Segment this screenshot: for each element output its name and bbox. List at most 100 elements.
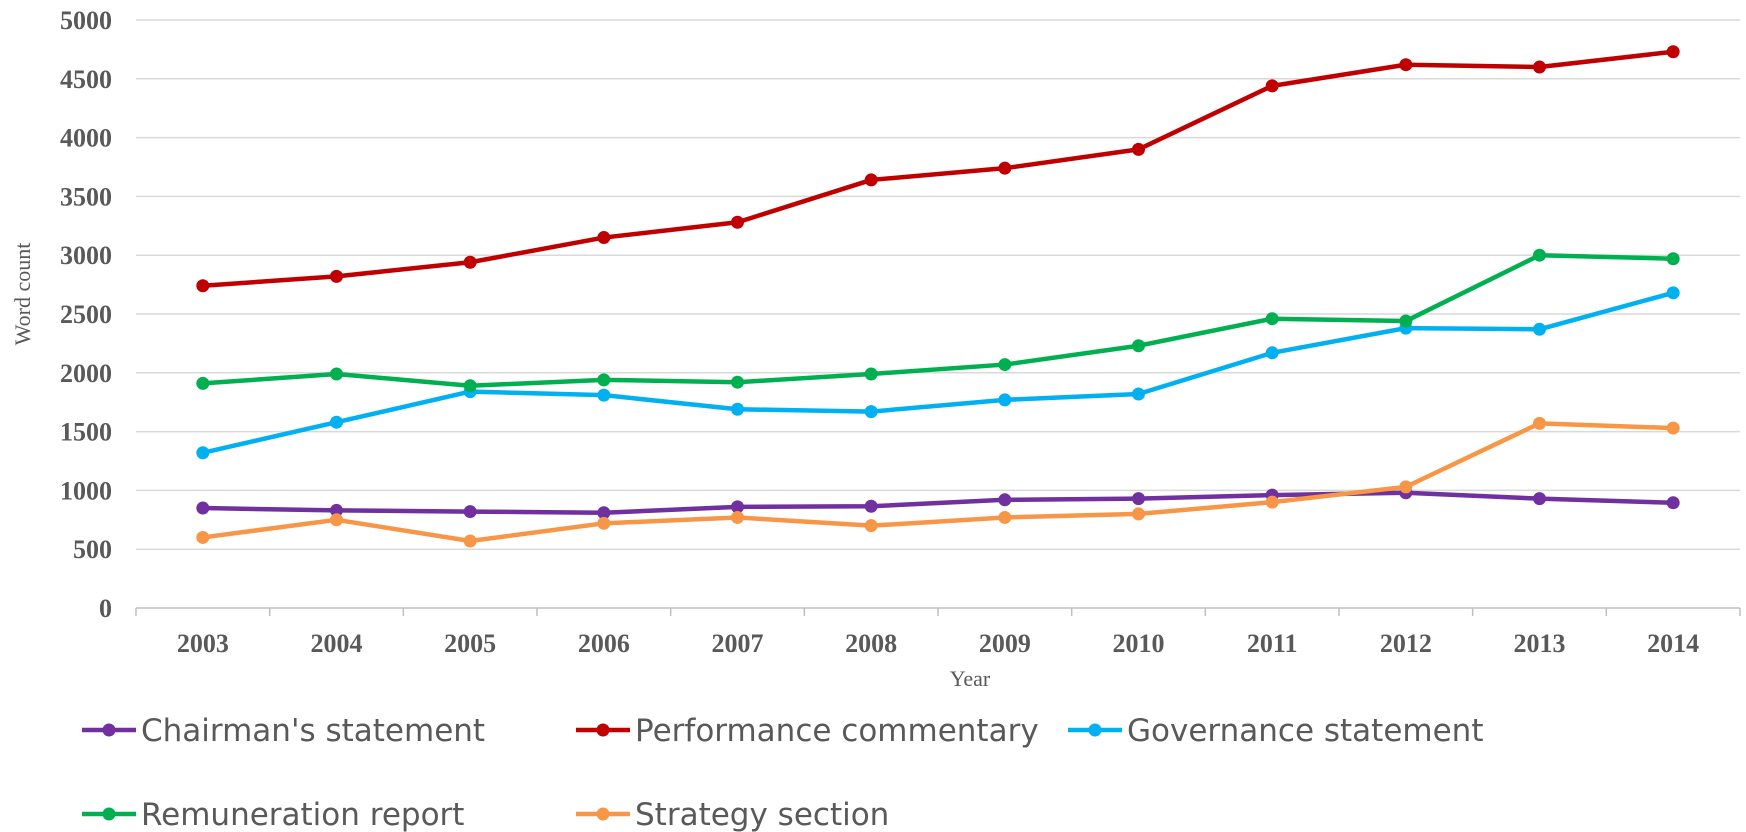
data-point-strategy-section — [597, 516, 611, 530]
data-point-remuneration-report — [1132, 339, 1145, 353]
series-line-chairman-s-statement — [202, 490, 1674, 515]
data-point-performance-commentary — [1265, 79, 1279, 93]
data-point-strategy-section — [864, 519, 878, 533]
data-point-chairman-s-statement — [731, 500, 744, 514]
x-tick-label: 2007 — [712, 629, 764, 658]
series-remuneration-report — [196, 248, 1680, 393]
data-point-strategy-section — [196, 530, 210, 544]
data-point-governance-statement — [330, 415, 343, 429]
data-point-performance-commentary — [1399, 58, 1413, 72]
series-line-strategy-section — [202, 421, 1674, 544]
y-tick-label: 1500 — [60, 418, 112, 447]
legend-marker — [596, 723, 610, 737]
data-point-performance-commentary — [731, 215, 744, 229]
data-point-remuneration-report — [330, 367, 343, 381]
y-tick-label: 3000 — [60, 241, 112, 270]
data-point-chairman-s-statement — [998, 493, 1012, 507]
x-tick-label: 2014 — [1647, 629, 1699, 658]
data-point-strategy-section — [330, 513, 343, 527]
y-tick-label: 1000 — [60, 476, 112, 505]
legend-label: Chairman's statement — [141, 713, 485, 749]
data-point-strategy-section — [1666, 421, 1680, 435]
y-tick-label: 2000 — [60, 359, 112, 388]
data-point-performance-commentary — [330, 269, 343, 283]
data-point-remuneration-report — [1265, 312, 1279, 326]
legend-label: Governance statement — [1127, 713, 1483, 749]
x-tick-label: 2005 — [444, 629, 496, 658]
legend-item-strategy-section: Strategy section — [576, 797, 889, 832]
x-tick-label: 2012 — [1380, 629, 1432, 658]
legend-marker — [1088, 723, 1102, 737]
data-point-performance-commentary — [597, 231, 611, 245]
y-tick-label: 5000 — [60, 6, 112, 35]
series-strategy-section — [196, 416, 1680, 548]
data-point-performance-commentary — [998, 161, 1012, 175]
series-performance-commentary — [196, 45, 1680, 293]
x-tick-label: 2006 — [578, 629, 630, 658]
data-point-strategy-section — [1265, 495, 1279, 509]
legend-label: Performance commentary — [635, 713, 1039, 749]
data-point-strategy-section — [998, 510, 1012, 524]
data-point-governance-statement — [1533, 322, 1546, 336]
series-lines — [196, 45, 1680, 548]
data-point-strategy-section — [731, 510, 744, 524]
data-point-governance-statement — [597, 388, 611, 402]
x-tick-label: 2011 — [1247, 629, 1298, 658]
data-point-remuneration-report — [196, 376, 210, 390]
y-tick-label: 4500 — [60, 65, 112, 94]
legend-item-chairman-s-statement: Chairman's statement — [82, 713, 485, 749]
data-point-chairman-s-statement — [1132, 492, 1145, 506]
data-point-governance-statement — [998, 393, 1012, 407]
data-point-remuneration-report — [597, 373, 611, 387]
data-point-governance-statement — [1265, 346, 1279, 360]
legend-label: Remuneration report — [141, 797, 464, 832]
legend-marker — [596, 807, 610, 821]
data-point-remuneration-report — [1533, 248, 1546, 262]
data-point-performance-commentary — [1132, 142, 1145, 156]
data-point-governance-statement — [864, 405, 878, 419]
x-tick-label: 2004 — [311, 629, 363, 658]
x-tick-label: 2009 — [979, 629, 1031, 658]
data-point-remuneration-report — [1666, 252, 1680, 266]
y-axis-title: Word count — [10, 243, 35, 346]
data-point-remuneration-report — [463, 379, 477, 393]
data-point-strategy-section — [1533, 416, 1546, 430]
x-tick-label: 2003 — [177, 629, 229, 658]
data-point-governance-statement — [1132, 387, 1145, 401]
data-point-remuneration-report — [864, 367, 878, 381]
x-tick-label: 2008 — [845, 629, 897, 658]
data-point-strategy-section — [1132, 507, 1145, 521]
series-chairman-s-statement — [196, 486, 1680, 520]
axes: 0 500 1000 1500 2000 2500 3000 3500 4000 4500 5000… — [60, 6, 1741, 658]
series-line-remuneration-report — [202, 252, 1674, 388]
series-line-governance-statement — [202, 290, 1674, 455]
x-tick-label: 2013 — [1514, 629, 1566, 658]
data-point-chairman-s-statement — [864, 499, 878, 513]
data-point-governance-statement — [1666, 286, 1680, 300]
data-point-performance-commentary — [1533, 60, 1546, 74]
data-point-strategy-section — [1399, 480, 1413, 494]
y-tick-label: 0 — [99, 594, 112, 623]
data-point-performance-commentary — [864, 173, 878, 187]
data-point-remuneration-report — [998, 358, 1012, 372]
legend-marker — [102, 807, 116, 821]
legend-item-governance-statement: Governance statement — [1068, 713, 1483, 749]
data-point-chairman-s-statement — [1666, 496, 1680, 510]
data-point-chairman-s-statement — [1533, 492, 1546, 506]
data-point-remuneration-report — [1399, 314, 1413, 328]
legend-item-performance-commentary: Performance commentary — [576, 713, 1039, 749]
x-axis-title: Year — [950, 666, 991, 691]
y-tick-label: 500 — [73, 535, 112, 564]
y-tick-label: 2500 — [60, 300, 112, 329]
data-point-strategy-section — [463, 534, 477, 548]
legend-item-remuneration-report: Remuneration report — [82, 797, 464, 832]
legend-label: Strategy section — [635, 797, 889, 832]
data-point-governance-statement — [196, 446, 210, 460]
data-point-remuneration-report — [731, 375, 744, 389]
x-tick-label: 2010 — [1113, 629, 1165, 658]
data-point-chairman-s-statement — [196, 501, 210, 515]
legend-marker — [102, 723, 116, 737]
y-tick-label: 3500 — [60, 182, 112, 211]
gridlines — [136, 19, 1740, 550]
